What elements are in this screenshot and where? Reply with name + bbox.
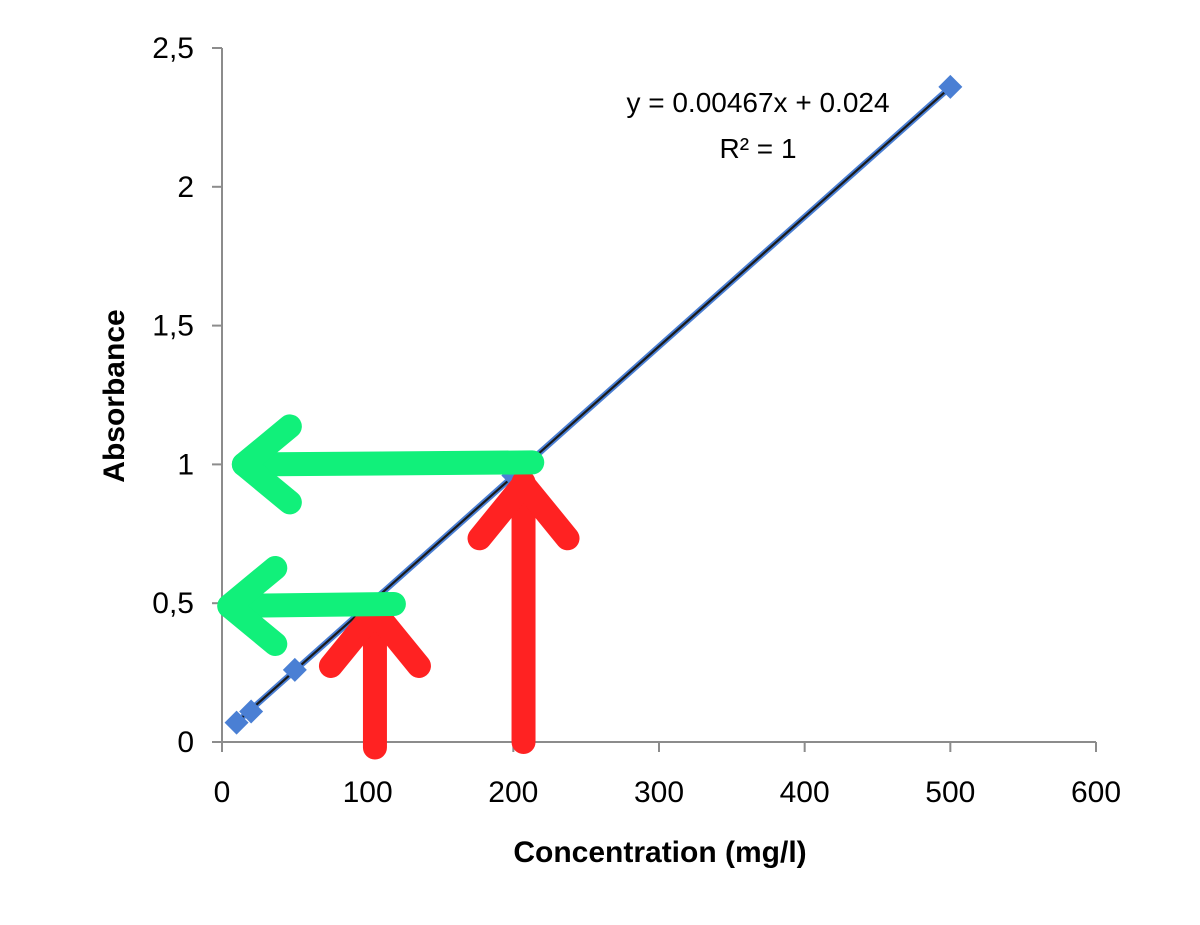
x-tick-label: 600 [1071, 776, 1121, 809]
y-axis-title: Absorbance [98, 309, 131, 482]
y-tick-label: 1,5 [152, 310, 194, 343]
y-tick-label: 1 [177, 448, 194, 481]
green-arrow-head [231, 414, 302, 515]
x-tick-label: 500 [925, 776, 975, 809]
red-arrow-head [467, 472, 580, 551]
annotation-arrows [217, 414, 580, 760]
green-arrow-head [217, 555, 288, 656]
y-tick-label: 0,5 [152, 587, 194, 620]
red-up-arrow [467, 470, 580, 754]
trendline-group [233, 84, 954, 726]
x-tick-label: 400 [780, 776, 830, 809]
green-left-arrow [217, 555, 406, 656]
data-point [239, 699, 264, 724]
data-point [938, 74, 963, 99]
y-tick-label: 2 [177, 171, 194, 204]
x-tick-label: 0 [214, 776, 231, 809]
data-point [282, 657, 307, 682]
tick-labels: 0 0,5 1 1,5 2 2,5 0 100 200 300 400 500 600 [152, 32, 1121, 809]
green-left-arrow [231, 414, 545, 515]
y-tick-label: 0 [177, 726, 194, 759]
data-point [224, 710, 249, 735]
x-tick-label: 200 [488, 776, 538, 809]
green-arrow-shaft [231, 450, 545, 477]
trendline [235, 86, 952, 724]
x-tick-label: 100 [343, 776, 393, 809]
r-squared-label: R² = 1 [719, 133, 796, 164]
x-tick-label: 300 [634, 776, 684, 809]
trendline-equation: y = 0.00467x + 0.024 [626, 87, 889, 118]
y-tick-label: 2,5 [152, 32, 194, 65]
x-axis-title: Concentration (mg/l) [513, 836, 806, 869]
green-arrow-shaft [217, 591, 406, 618]
